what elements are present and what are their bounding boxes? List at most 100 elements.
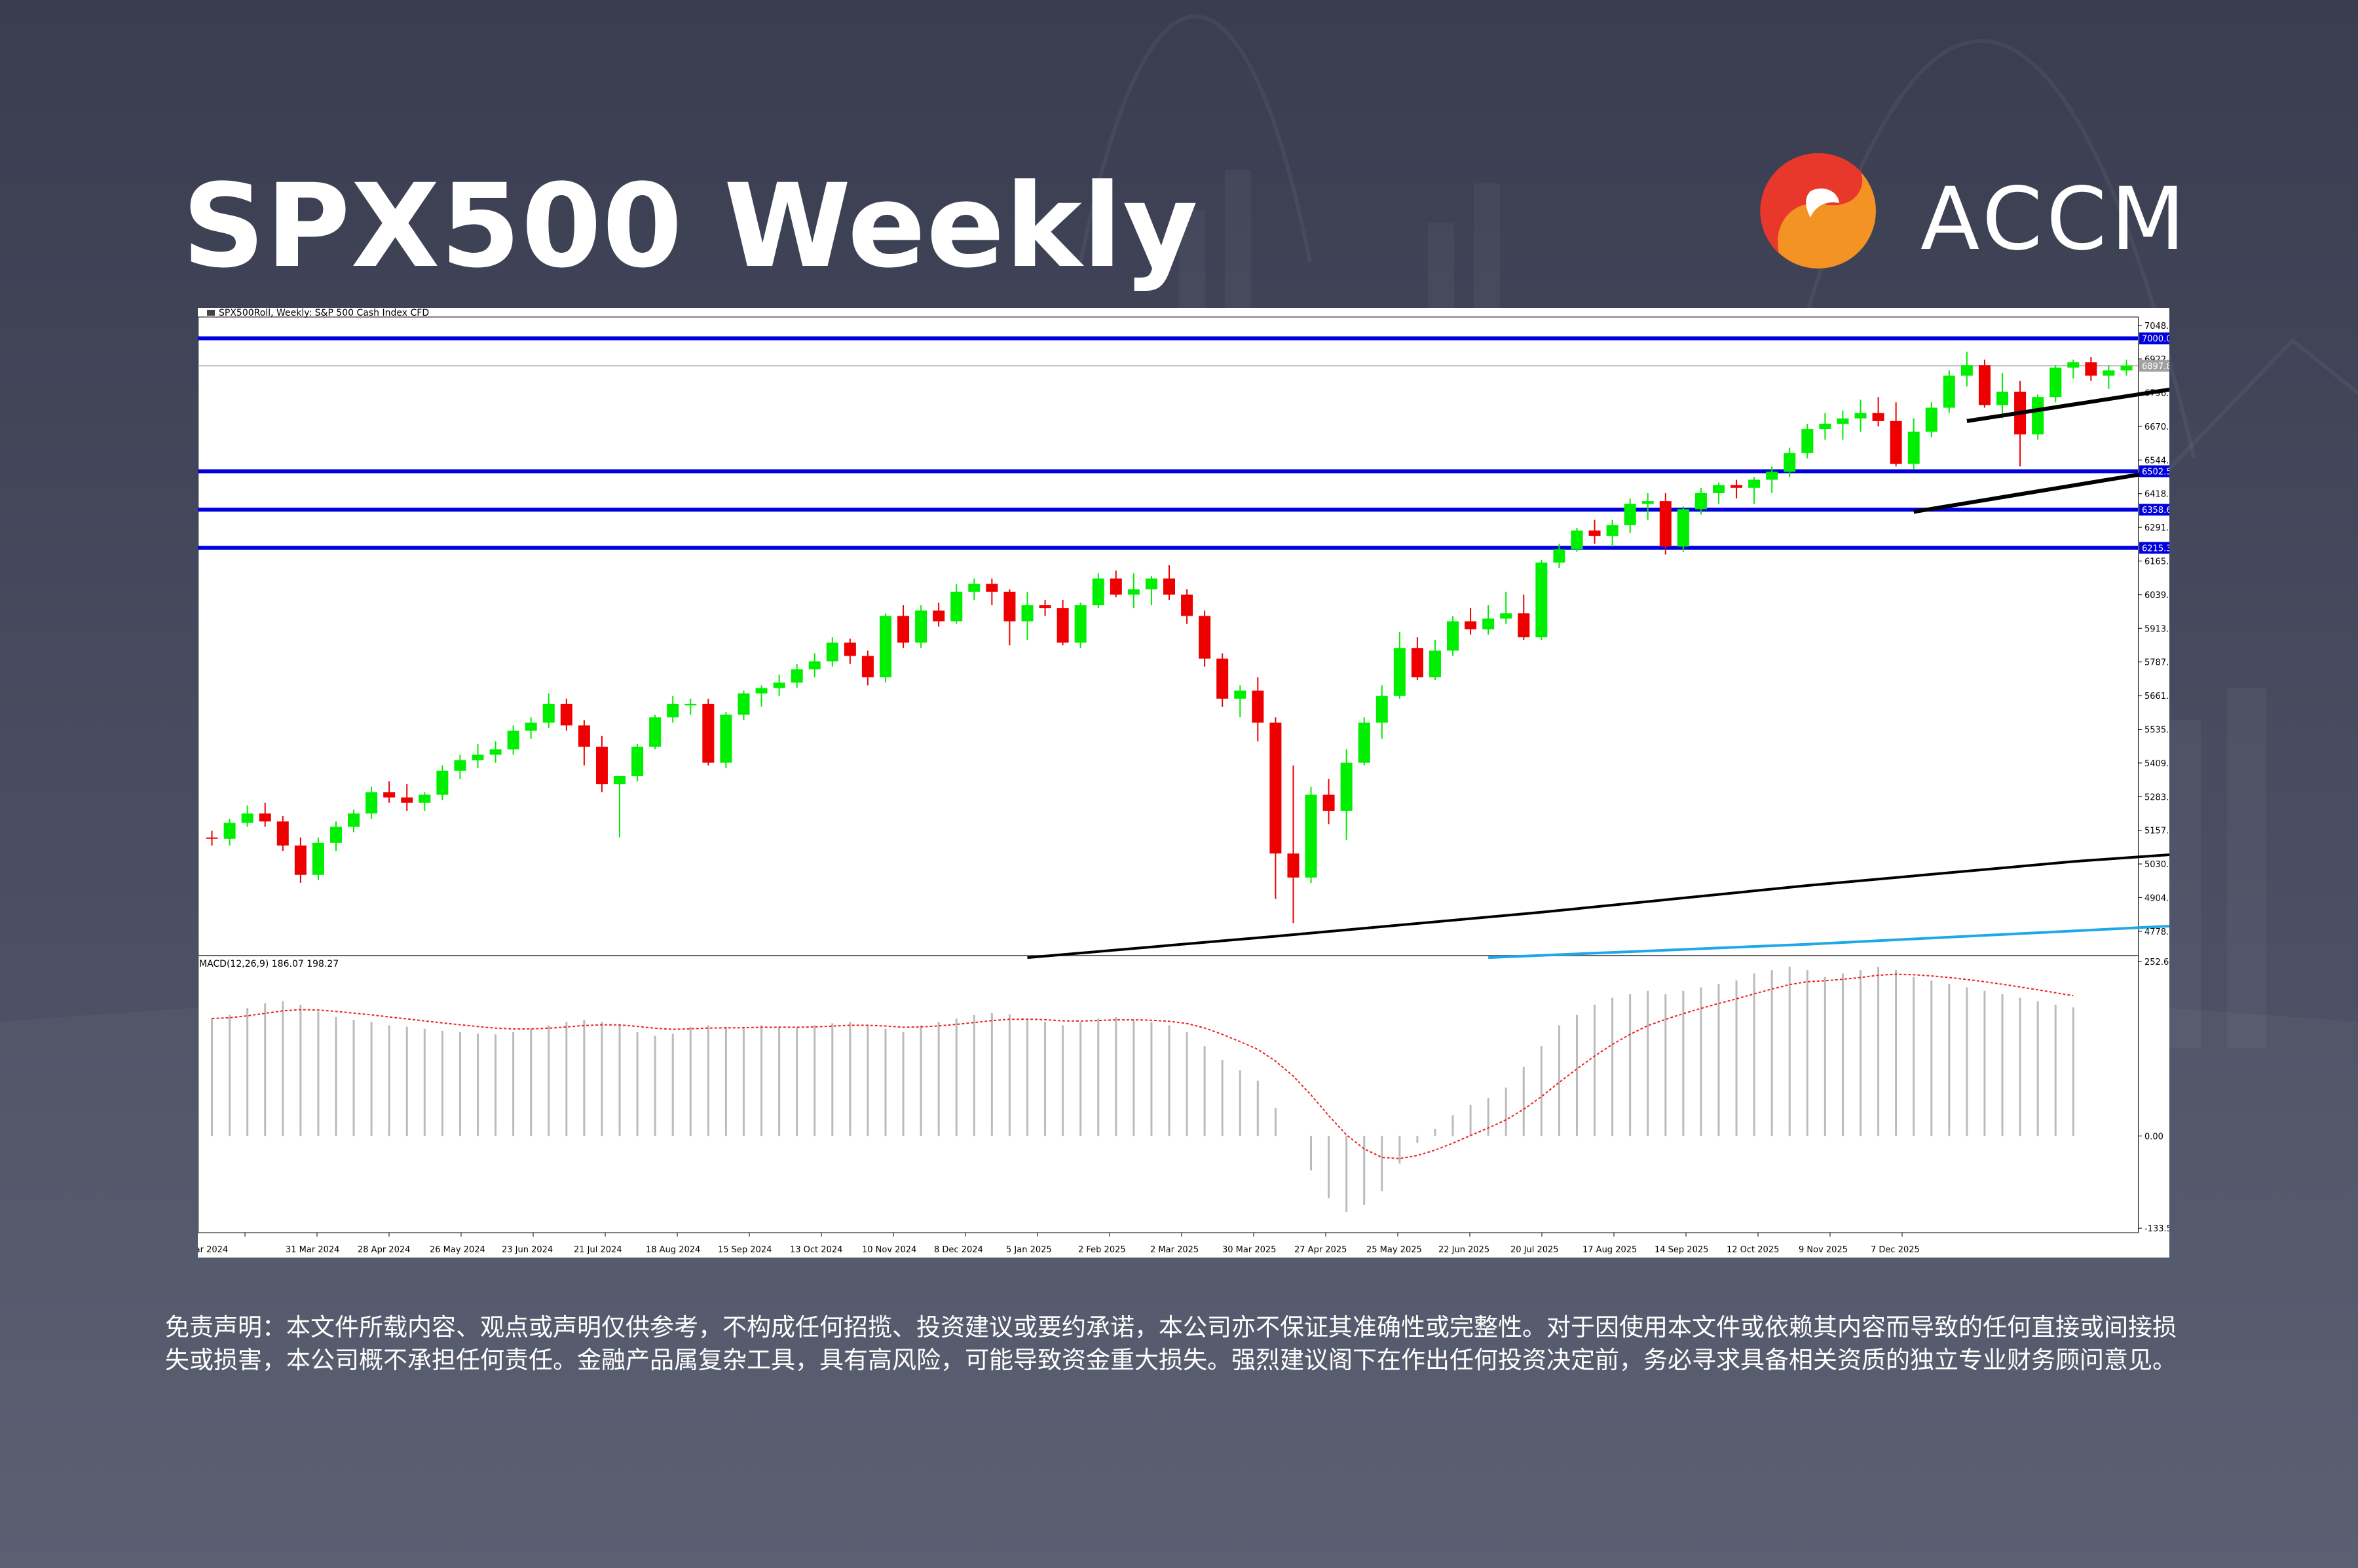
candle-body xyxy=(241,813,253,823)
candle-body xyxy=(312,842,324,875)
price-level-label-bg xyxy=(2139,360,2169,372)
candle-body xyxy=(1216,658,1229,699)
price-axis-tick: 5913.6 xyxy=(2144,624,2169,634)
candle-body xyxy=(507,730,519,750)
candle-body xyxy=(259,813,271,822)
candle-body xyxy=(1003,591,1016,622)
candle-body xyxy=(1447,621,1459,651)
chart-header-icon xyxy=(207,310,215,316)
price-level-label: 6358.6 xyxy=(2142,506,2169,515)
candle-body xyxy=(1784,453,1796,472)
time-axis-label: 27 Apr 2025 xyxy=(1294,1245,1347,1255)
time-axis-label: 15 Sep 2024 xyxy=(718,1245,772,1255)
time-axis-label: 31 Mar 2024 xyxy=(286,1245,339,1255)
candle-body xyxy=(436,770,449,795)
candle-body xyxy=(1854,413,1867,419)
candle-body xyxy=(1305,794,1317,878)
candle-body xyxy=(1269,722,1282,854)
candle-body xyxy=(401,797,413,803)
price-axis-tick: 5030.9 xyxy=(2144,860,2169,870)
candle-body xyxy=(560,703,572,726)
price-level-label: 6215.3 xyxy=(2142,544,2169,553)
candle-body xyxy=(489,749,502,755)
candle-body xyxy=(1872,413,1884,421)
time-axis-label: 21 Jul 2024 xyxy=(574,1245,622,1255)
candle-body xyxy=(1465,621,1477,629)
candle-body xyxy=(1145,578,1157,589)
candle-body xyxy=(1234,690,1246,699)
candle-body xyxy=(1358,722,1370,763)
time-axis-label: 20 Jul 2025 xyxy=(1510,1245,1559,1255)
candle-body xyxy=(631,747,644,776)
time-axis-label: 3 Mar 2024 xyxy=(198,1245,228,1255)
time-axis-label: 2 Mar 2025 xyxy=(1150,1245,1199,1255)
candle-body xyxy=(1925,407,1937,432)
candle-body xyxy=(1535,562,1548,637)
candle-body xyxy=(365,792,378,813)
price-axis-tick: 6291.9 xyxy=(2144,523,2169,533)
candle-body xyxy=(1943,375,1955,408)
candle-body xyxy=(1074,605,1087,643)
candle-body xyxy=(2120,365,2133,371)
time-axis-label: 25 May 2025 xyxy=(1366,1245,1422,1255)
price-axis-tick: 5661.4 xyxy=(2144,692,2169,701)
price-axis-tick: 5157.0 xyxy=(2144,827,2169,836)
candle-body xyxy=(1482,618,1495,629)
candle-body xyxy=(1127,589,1140,595)
candle-body xyxy=(1748,479,1761,488)
candle-body xyxy=(667,703,679,718)
candle-body xyxy=(1606,525,1619,536)
candle-body xyxy=(773,682,785,688)
candle-body xyxy=(1960,365,1973,376)
candle-body xyxy=(525,722,537,731)
moving-average-longer xyxy=(1488,924,2169,960)
price-axis-tick: 4904.8 xyxy=(2144,893,2169,903)
candle-body xyxy=(968,584,981,592)
time-axis-label: 10 Nov 2024 xyxy=(862,1245,916,1255)
bg-curve-left xyxy=(1079,14,1312,263)
price-axis-tick: 5283.1 xyxy=(2144,793,2169,802)
candle-body xyxy=(1766,472,1778,480)
candle-body xyxy=(1907,432,1920,464)
time-axis-label: 17 Aug 2025 xyxy=(1582,1245,1637,1255)
price-axis-tick: 5535.3 xyxy=(2144,725,2169,735)
candle-body xyxy=(738,693,750,715)
price-level-label-bg xyxy=(2139,465,2169,477)
time-axis-label: 2 Feb 2025 xyxy=(1078,1245,1126,1255)
time-axis-label: 14 Sep 2025 xyxy=(1655,1245,1708,1255)
candle-body xyxy=(1996,392,2009,405)
time-axis-label: 12 Oct 2025 xyxy=(1727,1245,1779,1255)
brand-name: ACCM xyxy=(1920,169,2190,270)
candle-body xyxy=(454,760,466,771)
candle-body xyxy=(595,747,608,785)
candle-body xyxy=(614,775,626,785)
candle-body xyxy=(1712,485,1725,493)
price-level-label-bg xyxy=(2139,542,2169,554)
accm-logo-icon xyxy=(1760,153,1876,269)
candle-body xyxy=(472,755,484,760)
candle-body xyxy=(542,703,555,723)
candle-body xyxy=(1890,420,1902,464)
candle-body xyxy=(1092,578,1104,606)
candle-body xyxy=(1322,794,1335,811)
candle-body xyxy=(1411,648,1423,678)
candle-body xyxy=(2103,370,2115,376)
price-level-label: 6502.5 xyxy=(2142,467,2169,477)
candle-body xyxy=(348,813,360,827)
price-axis-tick: 4778.7 xyxy=(2144,927,2169,937)
candle-body xyxy=(826,643,838,662)
chart-header: SPX500Roll, Weekly: S&P 500 Cash Index C… xyxy=(219,308,429,318)
candle-body xyxy=(950,591,963,622)
candle-body xyxy=(755,688,768,694)
time-axis-label: 7 Dec 2025 xyxy=(1871,1245,1920,1255)
candle-body xyxy=(294,845,307,875)
candle-body xyxy=(1057,608,1069,643)
candle-body xyxy=(1181,594,1193,616)
time-axis-label: 30 Mar 2025 xyxy=(1222,1245,1276,1255)
candle-body xyxy=(223,823,236,839)
candlestick-chart: SPX500Roll, Weekly: S&P 500 Cash Index C… xyxy=(198,308,2169,1255)
time-axis-label: 13 Oct 2024 xyxy=(790,1245,842,1255)
candle-body xyxy=(1429,650,1441,678)
candle-body xyxy=(1819,423,1831,430)
macd-axis-tick: -133.56 xyxy=(2144,1224,2169,1234)
